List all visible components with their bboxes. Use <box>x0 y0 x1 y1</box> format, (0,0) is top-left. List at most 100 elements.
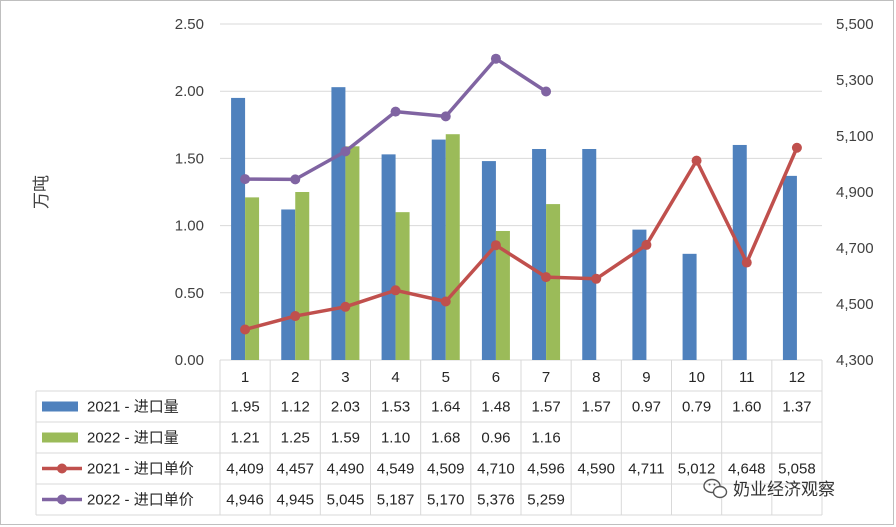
bar <box>532 148 547 360</box>
bar <box>245 197 260 360</box>
data-point <box>340 146 351 157</box>
bar <box>431 139 446 360</box>
y-tick-label: 0.50 <box>175 285 204 302</box>
data-label: 1.48 <box>481 399 510 416</box>
data-label: 4,946 <box>226 492 264 509</box>
data-label: 1.68 <box>431 430 460 447</box>
data-label: 1.60 <box>732 399 761 416</box>
data-label: 4,711 <box>628 461 664 478</box>
y2-tick-label: 5,300 <box>836 72 874 89</box>
bar <box>381 154 396 360</box>
bar <box>632 229 647 360</box>
y-tick-label: 2.50 <box>175 16 204 33</box>
data-label: 4,490 <box>327 461 365 478</box>
data-label: 1.95 <box>230 399 259 416</box>
data-point <box>390 106 401 117</box>
data-label: 1.37 <box>782 399 811 416</box>
data-label: 5,187 <box>377 492 415 509</box>
data-point <box>691 155 702 166</box>
data-label: 4,596 <box>527 461 565 478</box>
y2-tick-label: 5,100 <box>836 128 874 145</box>
bar <box>281 209 296 360</box>
data-label: 4,509 <box>427 461 465 478</box>
y2-tick-label: 4,500 <box>836 296 874 313</box>
data-label: 1.57 <box>582 399 611 416</box>
x-tick-label: 3 <box>341 369 349 386</box>
data-label: 5,259 <box>527 492 565 509</box>
data-label: 0.96 <box>481 430 510 447</box>
bar <box>546 204 561 360</box>
bar <box>395 212 410 360</box>
data-label: 1.10 <box>381 430 410 447</box>
bar <box>345 146 360 360</box>
data-label: 5,058 <box>778 461 816 478</box>
data-label: 1.57 <box>531 399 560 416</box>
wechat-icon <box>703 478 728 499</box>
data-point <box>490 240 501 251</box>
data-label: 5,012 <box>678 461 716 478</box>
data-label: 5,170 <box>427 492 465 509</box>
data-label: 0.79 <box>682 399 711 416</box>
data-label: 1.25 <box>281 430 310 447</box>
data-point <box>641 239 652 250</box>
data-label: 4,945 <box>276 492 314 509</box>
y-tick-label: 0.00 <box>175 352 204 369</box>
x-tick-label: 6 <box>492 369 500 386</box>
data-label: 1.53 <box>381 399 410 416</box>
x-tick-label: 11 <box>739 369 755 386</box>
data-point <box>340 301 351 312</box>
data-point <box>591 273 602 284</box>
data-label: 0.97 <box>632 399 661 416</box>
x-tick-label: 9 <box>642 369 650 386</box>
bar <box>582 148 597 360</box>
series-name: 2022 - 进口量 <box>87 430 179 447</box>
data-label: 5,045 <box>327 492 365 509</box>
data-point <box>440 296 451 307</box>
y-tick-label: 1.50 <box>175 150 204 167</box>
data-label: 1.12 <box>281 399 310 416</box>
data-point <box>290 174 301 185</box>
bar <box>495 230 510 360</box>
data-point <box>290 311 301 322</box>
data-point <box>390 285 401 296</box>
legend-key <box>57 463 67 474</box>
bar <box>782 175 797 360</box>
bar <box>231 97 246 361</box>
x-tick-label: 7 <box>542 369 550 386</box>
y2-tick-label: 5,500 <box>836 16 874 33</box>
watermark-text: 奶业经济观察 <box>733 480 835 500</box>
series-name: 2021 - 进口量 <box>87 399 179 416</box>
data-point <box>741 257 752 268</box>
data-label: 1.21 <box>230 430 259 447</box>
x-tick-label: 1 <box>241 369 249 386</box>
data-label: 5,376 <box>477 492 515 509</box>
bar <box>682 253 697 360</box>
x-tick-label: 5 <box>442 369 450 386</box>
bar <box>295 192 310 360</box>
data-point <box>791 142 802 153</box>
data-point <box>490 53 501 64</box>
x-tick-label: 8 <box>592 369 600 386</box>
data-point <box>240 324 251 335</box>
bar <box>732 144 747 360</box>
x-tick-label: 10 <box>688 369 705 386</box>
legend-key <box>42 432 78 443</box>
data-label: 4,409 <box>226 461 264 478</box>
data-label: 4,648 <box>728 461 766 478</box>
data-point <box>541 86 552 97</box>
data-label: 1.16 <box>531 430 560 447</box>
series-line <box>244 147 799 332</box>
x-tick-label: 2 <box>291 369 299 386</box>
data-label: 4,710 <box>477 461 515 478</box>
data-label: 2.03 <box>331 399 360 416</box>
legend-key <box>57 494 67 505</box>
series-name: 2022 - 进口单价 <box>87 492 194 509</box>
y2-tick-label: 4,300 <box>836 352 874 369</box>
data-label: 4,457 <box>276 461 314 478</box>
data-label: 4,590 <box>577 461 615 478</box>
bar <box>331 87 346 360</box>
data-point <box>541 272 552 283</box>
data-label: 1.59 <box>331 430 360 447</box>
y2-tick-label: 4,700 <box>836 240 874 257</box>
